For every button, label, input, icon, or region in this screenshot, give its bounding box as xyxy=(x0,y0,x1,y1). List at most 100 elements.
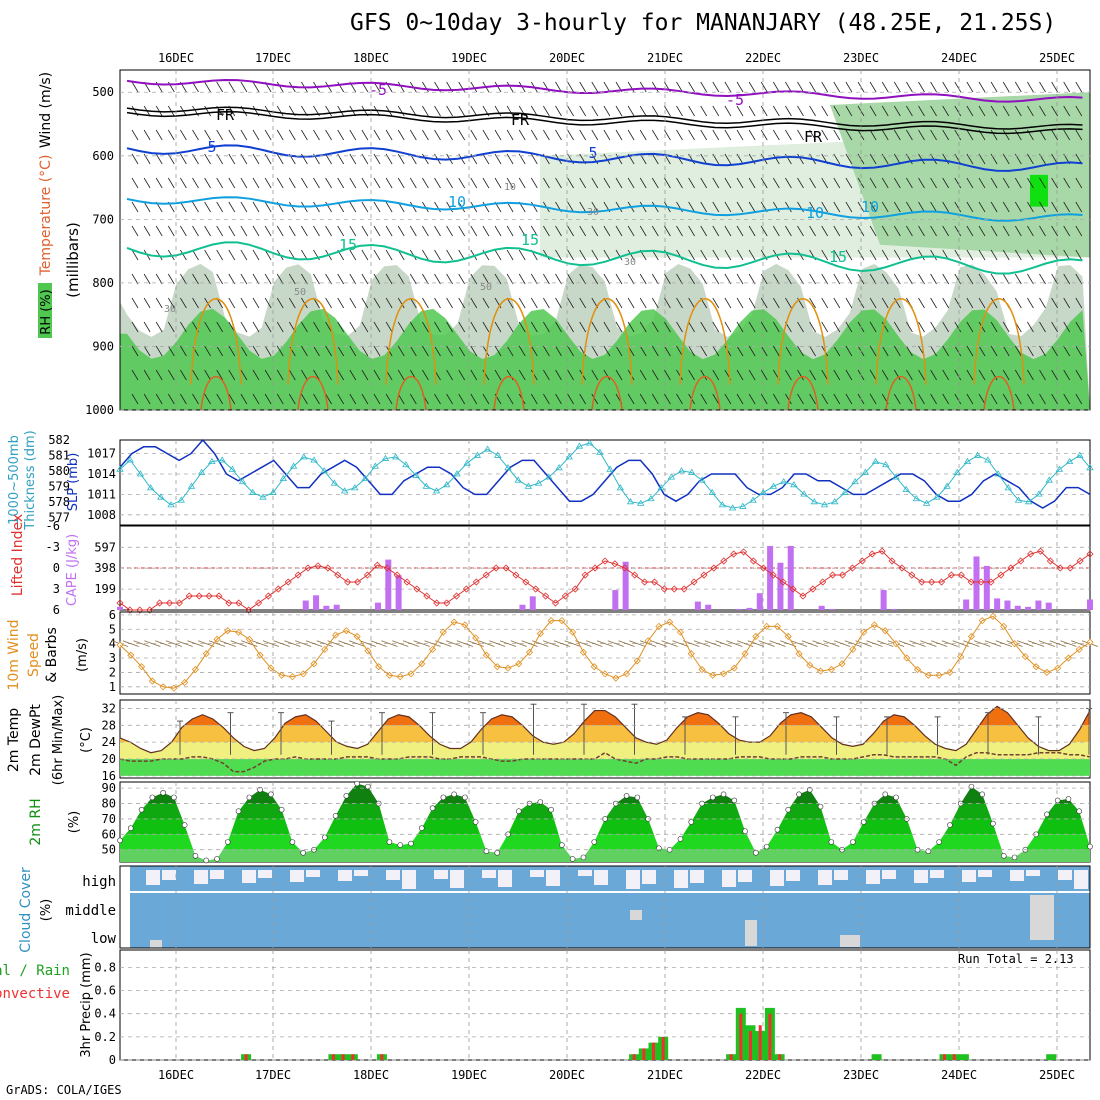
contour-label: -5 xyxy=(726,91,744,109)
wind-barb xyxy=(1049,640,1066,647)
upper-wind-barb xyxy=(1039,177,1046,189)
chart-title: GFS 0~10day 3-hourly for MANANJARY (48.2… xyxy=(350,10,1057,36)
upper-wind-barb xyxy=(349,321,357,333)
upper-wind-barb xyxy=(615,249,623,261)
pressure-tick-label: 600 xyxy=(92,149,114,163)
upper-wind-barb xyxy=(397,273,405,285)
lifted-index-point xyxy=(165,599,174,607)
upper-wind-barb xyxy=(833,81,841,93)
upper-wind-barb xyxy=(422,129,429,141)
upper-wind-barb xyxy=(543,249,550,261)
upper-wind-barb xyxy=(748,225,756,237)
upper-wind-barb xyxy=(482,249,490,261)
upper-wind-barb xyxy=(470,105,478,117)
upper-wind-barb xyxy=(1027,249,1034,261)
upper-wind-barb xyxy=(893,249,901,261)
high-cloud-gap xyxy=(386,870,400,880)
lifted-index-tick-label: 0 xyxy=(53,561,60,575)
high-cloud-gap xyxy=(210,870,224,879)
upper-wind-barb xyxy=(131,321,139,333)
contour-label: FR xyxy=(804,128,823,146)
upper-wind-barb xyxy=(893,201,901,213)
wind-barb xyxy=(478,640,495,647)
upper-wind-barb xyxy=(748,393,756,405)
upper-wind-barb xyxy=(833,273,841,285)
upper-wind-barb xyxy=(167,369,175,381)
rh-point xyxy=(483,848,490,855)
upper-wind-barb xyxy=(131,201,139,213)
upper-wind-barb xyxy=(506,177,514,189)
thickness-point xyxy=(841,488,849,495)
thickness-tick-label: 579 xyxy=(48,479,70,493)
upper-wind-barb xyxy=(833,369,841,381)
wind-barb xyxy=(758,640,775,647)
cape-tick-label: 597 xyxy=(94,540,116,554)
upper-wind-barb xyxy=(555,249,562,261)
temp-label: 2m Temp xyxy=(6,708,22,772)
wind-units-label: (m/s) xyxy=(75,638,90,672)
upper-wind-barb xyxy=(676,345,683,357)
upper-wind-barb xyxy=(724,81,732,93)
rh-point xyxy=(677,836,684,842)
cape-bar xyxy=(302,600,309,610)
temp-contour-25 xyxy=(297,376,329,411)
upper-wind-barb xyxy=(772,129,780,141)
upper-wind-barb xyxy=(821,81,829,93)
upper-wind-barb xyxy=(506,129,514,141)
upper-wind-barb xyxy=(615,201,623,213)
wind-barb xyxy=(661,640,678,647)
upper-wind-barb xyxy=(494,273,502,285)
upper-wind-barb xyxy=(700,393,708,405)
minmax-label: (6hr Min/Max) xyxy=(51,695,66,785)
contour-label: 50 xyxy=(294,287,306,298)
cape-bar xyxy=(880,590,887,610)
upper-wind-barb xyxy=(627,321,635,333)
upper-wind-barb xyxy=(772,81,780,93)
upper-wind-barb xyxy=(736,273,744,285)
upper-wind-barb xyxy=(785,369,792,381)
upper-wind-barb xyxy=(942,345,950,357)
upper-wind-barb xyxy=(494,177,502,189)
bottom-date-label: 22DEC xyxy=(745,1068,781,1082)
upper-wind-barb xyxy=(252,273,260,285)
rh-point xyxy=(860,819,867,825)
upper-wind-barb xyxy=(869,105,877,117)
upper-wind-barb xyxy=(422,249,429,261)
upper-wind-barb xyxy=(918,249,925,261)
upper-wind-barb xyxy=(1063,345,1071,357)
upper-wind-barb xyxy=(240,249,248,261)
upper-wind-barb xyxy=(216,321,224,333)
upper-wind-barb xyxy=(518,345,526,357)
upper-wind-barb xyxy=(1014,297,1022,309)
thickness-point xyxy=(831,498,839,505)
upper-wind-barb xyxy=(748,345,756,357)
upper-wind-barb xyxy=(966,129,974,141)
pressure-tick-label: 800 xyxy=(92,276,114,290)
upper-wind-barb xyxy=(821,393,829,405)
wind-barb xyxy=(370,640,387,647)
upper-wind-barb xyxy=(736,201,744,213)
upper-wind-barb xyxy=(301,273,308,285)
upper-wind-barb xyxy=(422,81,429,93)
cape-bar xyxy=(787,545,794,610)
upper-wind-barb xyxy=(906,393,913,405)
rh-point xyxy=(408,840,414,847)
upper-wind-barb xyxy=(458,393,466,405)
upper-wind-barb xyxy=(180,177,187,189)
rh-band xyxy=(120,834,1090,850)
upper-wind-barb xyxy=(930,225,937,237)
thickness-point xyxy=(585,439,594,446)
upper-wind-barb xyxy=(724,249,732,261)
rh-point xyxy=(731,797,738,804)
rh-point xyxy=(429,805,436,811)
upper-wind-barb xyxy=(530,153,538,165)
lifted-index-point xyxy=(195,592,203,600)
cape-bar xyxy=(1035,600,1042,610)
upper-wind-barb xyxy=(676,321,683,333)
upper-wind-barb xyxy=(1002,249,1010,261)
upper-wind-barb xyxy=(458,297,466,309)
upper-wind-barb xyxy=(252,249,260,261)
upper-wind-barb xyxy=(518,177,526,189)
upper-wind-barb xyxy=(579,105,587,117)
upper-wind-barb xyxy=(313,393,320,405)
